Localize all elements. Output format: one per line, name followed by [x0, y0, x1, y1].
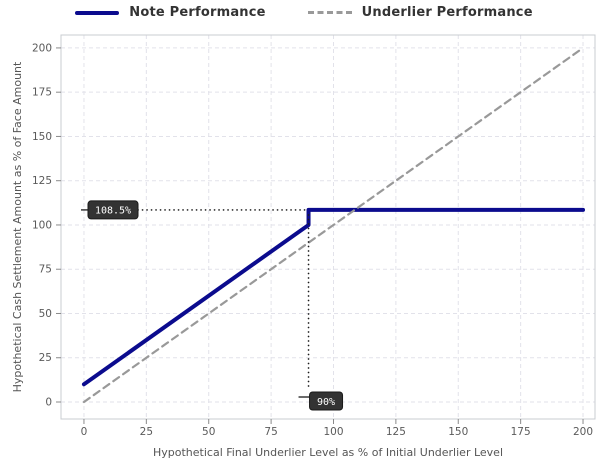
- annotation-label-90%: 90%: [317, 397, 335, 408]
- underlier-performance-line: [82, 46, 585, 404]
- legend-label-note-performance: Note Performance: [129, 5, 266, 20]
- x-tick-label-0: 0: [81, 426, 88, 438]
- x-tick-label-200: 200: [573, 426, 593, 438]
- frame-layer: [60, 34, 596, 420]
- y-tick-label-25: 25: [39, 352, 52, 364]
- annotation-layer: 108.5% 90%: [81, 200, 344, 411]
- annotation-label-108.5%: 108.5%: [95, 205, 131, 216]
- note-line-swatch-icon: [75, 10, 120, 15]
- y-tick-label-175: 175: [32, 87, 52, 99]
- annotation-box-108.5%: [87, 200, 139, 220]
- grid-layer: [61, 35, 595, 419]
- legend: Note Performance Underlier Performance: [0, 5, 608, 20]
- y-tick-label-100: 100: [32, 219, 52, 231]
- x-axis-label: Hypothetical Final Underlier Level as % …: [153, 446, 503, 459]
- tick-layer: 0 25 50 75 100 125 150 175 200 0 25 50 75 100 125 150 17…: [32, 42, 593, 438]
- legend-label-underlier-performance: Underlier Performance: [361, 5, 533, 20]
- x-tick-label-100: 100: [323, 426, 343, 438]
- x-tick-label-150: 150: [448, 426, 468, 438]
- y-tick-label-0: 0: [45, 397, 52, 409]
- legend-item-underlier-performance: Underlier Performance: [307, 5, 533, 20]
- x-tick-label-50: 50: [202, 426, 215, 438]
- y-tick-label-150: 150: [32, 131, 52, 143]
- note-performance-line: [81, 207, 586, 387]
- y-tick-label-75: 75: [39, 264, 52, 276]
- annotation-box-90%: [309, 391, 344, 411]
- x-tick-label-25: 25: [140, 426, 153, 438]
- legend-item-note-performance: Note Performance: [75, 5, 265, 20]
- y-tick-label-125: 125: [32, 175, 52, 187]
- x-tick-label-125: 125: [386, 426, 406, 438]
- y-tick-label-200: 200: [32, 42, 52, 54]
- series-layer: [81, 46, 586, 404]
- underlier-line-swatch-icon: [307, 11, 352, 14]
- x-tick-label-175: 175: [511, 426, 531, 438]
- plot-frame: [60, 34, 596, 420]
- y-axis-label: Hypothetical Cash Settlement Amount as %…: [11, 61, 24, 392]
- x-tick-label-75: 75: [264, 426, 277, 438]
- y-tick-label-50: 50: [39, 308, 52, 320]
